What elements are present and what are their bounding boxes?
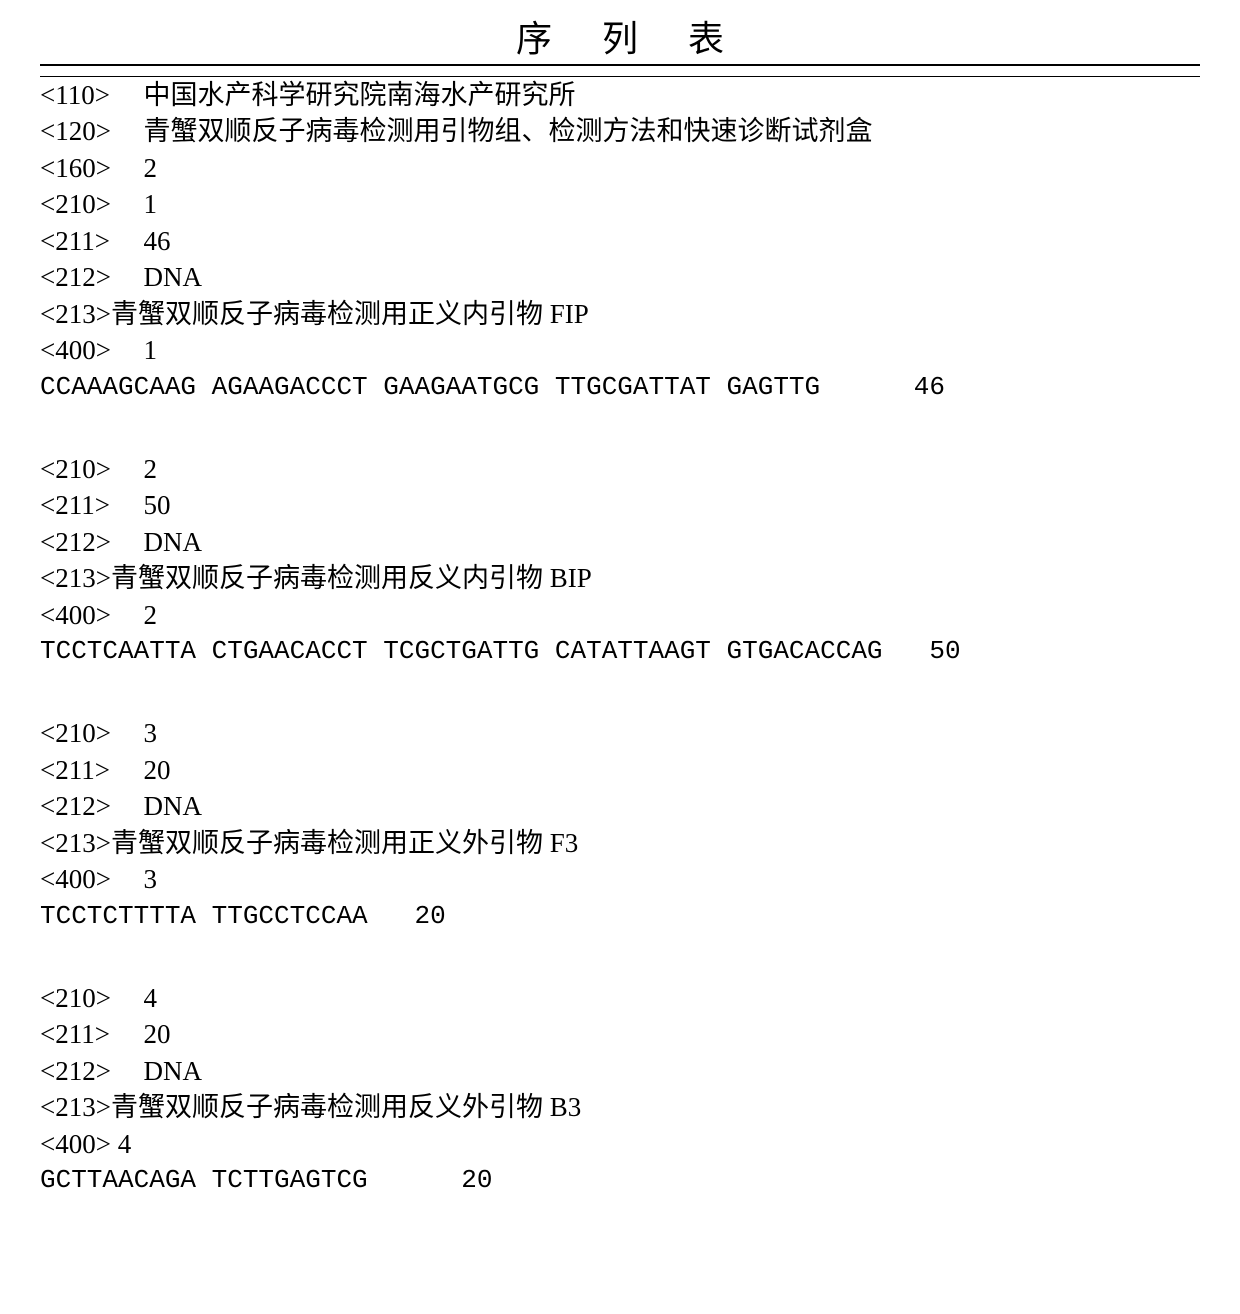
seq2-val-211: 50 — [144, 490, 171, 520]
seq1-tag-400: <400> — [40, 332, 130, 368]
gap-2 — [40, 669, 1200, 715]
tag-120: <120> — [40, 113, 130, 149]
seq1-val-213-suffix: FIP — [543, 299, 589, 329]
seq3-sequence: TCCTCTTTTA TTGCCTCCAA 20 — [40, 898, 1200, 934]
seq4-tag-400: <400> — [40, 1129, 111, 1159]
seq4-400: <400> 4 — [40, 1126, 1200, 1162]
seq4-val-213-prefix: 青蟹双顺反子病毒检测用反义外引物 — [111, 1092, 543, 1122]
seq1-val-211: 46 — [144, 226, 171, 256]
seq3-211: <211> 20 — [40, 752, 1200, 788]
title-divider-thick — [40, 64, 1200, 66]
seq1-tag-211: <211> — [40, 223, 130, 259]
seq3-400: <400> 3 — [40, 861, 1200, 897]
seq2-val-213-suffix: BIP — [543, 563, 592, 593]
seq4-210: <210> 4 — [40, 980, 1200, 1016]
gap-3 — [40, 934, 1200, 980]
seq2-400: <400> 2 — [40, 597, 1200, 633]
seq2-tag-210: <210> — [40, 451, 130, 487]
entry-120: <120> 青蟹双顺反子病毒检测用引物组、检测方法和快速诊断试剂盒 — [40, 113, 1200, 149]
seq3-val-400: 3 — [144, 864, 158, 894]
seq4-sequence: GCTTAACAGA TCTTGAGTCG 20 — [40, 1162, 1200, 1198]
seq2-tag-400: <400> — [40, 597, 130, 633]
seq3-val-213-prefix: 青蟹双顺反子病毒检测用正义外引物 — [111, 828, 543, 858]
seq1-sequence: CCAAAGCAAG AGAAGACCCT GAAGAATGCG TTGCGAT… — [40, 369, 1200, 405]
seq1-tag-213: <213> — [40, 299, 111, 329]
seq4-211: <211> 20 — [40, 1016, 1200, 1052]
seq2-val-400: 2 — [144, 600, 158, 630]
seq4-tag-210: <210> — [40, 980, 130, 1016]
seq1-400: <400> 1 — [40, 332, 1200, 368]
seq1-val-400: 1 — [144, 335, 158, 365]
seq3-tag-213: <213> — [40, 828, 111, 858]
seq1-val-213-prefix: 青蟹双顺反子病毒检测用正义内引物 — [111, 299, 543, 329]
seq2-213: <213>青蟹双顺反子病毒检测用反义内引物 BIP — [40, 560, 1200, 596]
seq1-213: <213>青蟹双顺反子病毒检测用正义内引物 FIP — [40, 296, 1200, 332]
seq4-val-211: 20 — [144, 1019, 171, 1049]
tag-160: <160> — [40, 150, 130, 186]
tag-110: <110> — [40, 77, 130, 113]
entry-110: <110> 中国水产科学研究院南海水产研究所 — [40, 77, 1200, 113]
seq3-tag-210: <210> — [40, 715, 130, 751]
seq4-val-400: 4 — [118, 1129, 132, 1159]
seq2-210: <210> 2 — [40, 451, 1200, 487]
seq3-tag-211: <211> — [40, 752, 130, 788]
seq4-tag-211: <211> — [40, 1016, 130, 1052]
seq4-tag-213: <213> — [40, 1092, 111, 1122]
seq2-211: <211> 50 — [40, 487, 1200, 523]
seq1-tag-212: <212> — [40, 259, 130, 295]
seq3-tag-212: <212> — [40, 788, 130, 824]
seq4-val-210: 4 — [144, 983, 158, 1013]
seq3-val-210: 3 — [144, 718, 158, 748]
seq3-213: <213>青蟹双顺反子病毒检测用正义外引物 F3 — [40, 825, 1200, 861]
seq3-val-213-suffix: F3 — [543, 828, 578, 858]
seq1-212: <212> DNA — [40, 259, 1200, 295]
seq3-210: <210> 3 — [40, 715, 1200, 751]
seq4-tag-212: <212> — [40, 1053, 130, 1089]
seq3-val-211: 20 — [144, 755, 171, 785]
seq2-212: <212> DNA — [40, 524, 1200, 560]
seq4-val-212: DNA — [144, 1056, 203, 1086]
gap-1 — [40, 405, 1200, 451]
seq3-212: <212> DNA — [40, 788, 1200, 824]
seq2-tag-212: <212> — [40, 524, 130, 560]
seq1-val-212: DNA — [144, 262, 203, 292]
seq2-val-210: 2 — [144, 454, 158, 484]
document-container: 序列表 <110> 中国水产科学研究院南海水产研究所 <120> 青蟹双顺反子病… — [0, 0, 1240, 1209]
seq1-val-210: 1 — [144, 189, 158, 219]
seq1-211: <211> 46 — [40, 223, 1200, 259]
val-110: 中国水产科学研究院南海水产研究所 — [144, 80, 576, 110]
val-120: 青蟹双顺反子病毒检测用引物组、检测方法和快速诊断试剂盒 — [144, 116, 873, 146]
seq1-210: <210> 1 — [40, 186, 1200, 222]
seq4-212: <212> DNA — [40, 1053, 1200, 1089]
seq2-val-213-prefix: 青蟹双顺反子病毒检测用反义内引物 — [111, 563, 543, 593]
seq3-tag-400: <400> — [40, 861, 130, 897]
val-160: 2 — [144, 153, 158, 183]
seq3-val-212: DNA — [144, 791, 203, 821]
seq2-sequence: TCCTCAATTA CTGAACACCT TCGCTGATTG CATATTA… — [40, 633, 1200, 669]
seq2-val-212: DNA — [144, 527, 203, 557]
page-title: 序列表 — [40, 10, 1200, 62]
seq2-tag-211: <211> — [40, 487, 130, 523]
seq2-tag-213: <213> — [40, 563, 111, 593]
seq4-val-213-suffix: B3 — [543, 1092, 581, 1122]
entry-160: <160> 2 — [40, 150, 1200, 186]
seq4-213: <213>青蟹双顺反子病毒检测用反义外引物 B3 — [40, 1089, 1200, 1125]
seq1-tag-210: <210> — [40, 186, 130, 222]
